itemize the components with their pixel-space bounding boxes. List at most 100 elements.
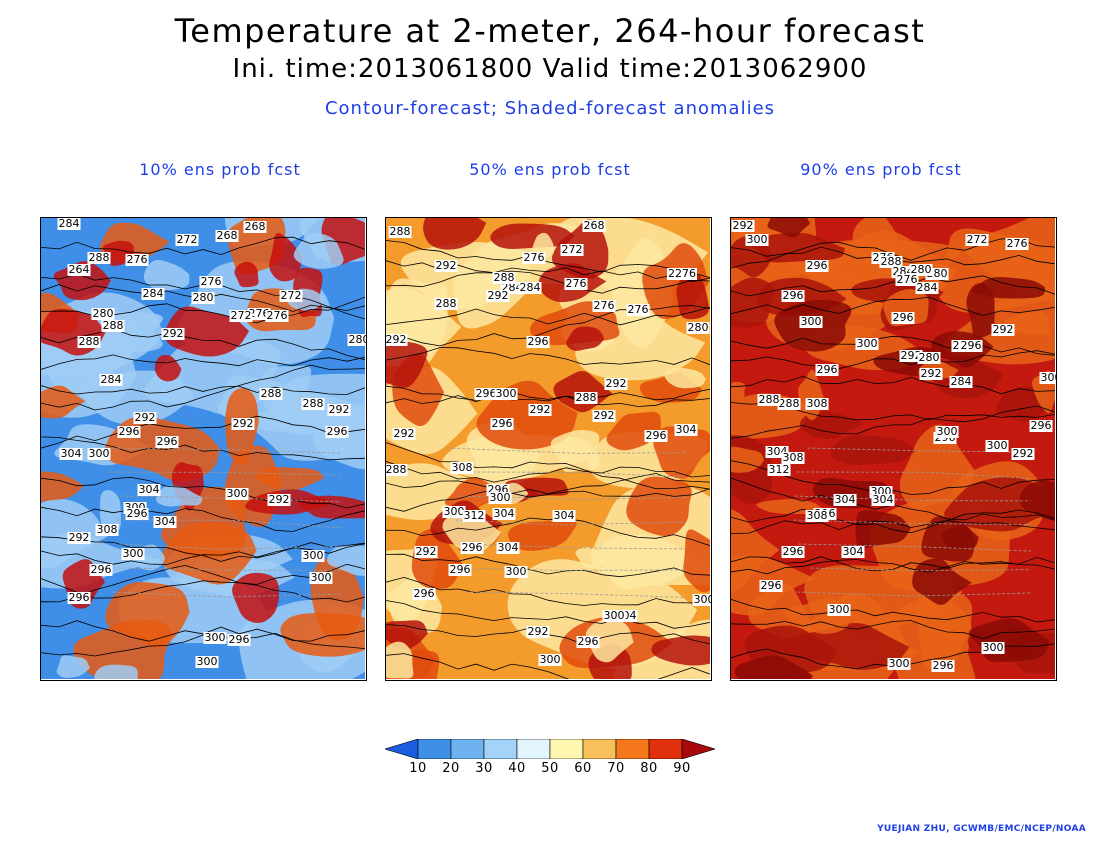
contour-label: 296 [490,417,514,430]
anomaly-patch [164,306,250,357]
contour-label: 300 [225,487,249,500]
contour-label: 288 [879,255,903,268]
contour-label: 296 [125,507,149,520]
temperature-contour [731,275,1055,297]
contour-label: 304 [871,493,895,506]
temperature-contour [386,488,710,512]
contour-label: 280 [686,321,710,334]
contour-label: 276 [125,253,149,266]
temperature-contour [386,306,710,326]
state-border [465,591,687,598]
state-border [810,567,1032,571]
temperature-contour [731,508,1055,534]
anomaly-patch [830,435,916,465]
anomaly-patch [852,218,898,260]
state-border [798,543,1032,552]
contour-label: 292 [67,531,91,544]
state-border [464,567,687,571]
contour-label: 296 [781,545,805,558]
colorbar-swatch [516,739,551,759]
contour-label: 300 [538,653,562,666]
anomaly-patch [550,429,600,473]
contour-label: 312 [462,509,486,522]
temperature-contour [731,556,1055,575]
temperature-contour [731,375,1055,395]
temperature-contour [731,238,1055,269]
contour-label: 296 [526,335,550,348]
contour-label: 296 [412,587,436,600]
contour-label: 296 [117,425,141,438]
contour-label: 276 [1005,237,1029,250]
contour-label: 268 [582,219,606,232]
contour-label: 296 [227,633,251,646]
colorbar-swatch [450,739,485,759]
state-border [797,591,1032,597]
state-border [796,471,1032,480]
contour-label: 288 [434,297,458,310]
anomaly-patch [386,341,428,388]
contour-label: 288 [757,393,781,406]
anomaly-patch [386,463,511,520]
anomaly-patch [280,613,365,657]
contour-label: 2276 [667,267,697,280]
anomaly-patch [327,544,365,576]
temperature-contour [41,415,365,449]
contour-label: 300 [494,387,518,400]
contour-label: 280 [347,334,366,346]
anomaly-patch [1004,310,1051,335]
anomaly-patch [386,641,414,679]
anomaly-patch [585,619,634,663]
contour-label: 276 [199,275,223,288]
contour-label: 292 [327,403,351,416]
contour-label: 272 [175,233,199,246]
contour-label: 272 [965,233,989,246]
temperature-contour [41,364,365,411]
contour-label: 284 [141,287,165,300]
anomaly-patch [232,572,280,624]
contour-label: 284 [949,375,973,388]
contour-label: 284 [57,217,81,230]
contour-label: 296 [931,659,955,672]
anomaly-patch [386,310,432,337]
anomaly-patch [156,485,203,507]
contour-label: 288 [301,397,325,410]
temperature-contour [731,350,1055,370]
contour-label: 272 [560,243,584,256]
contour-label: 304 [833,493,857,506]
temperature-contour [386,347,710,366]
temperature-contour [731,296,1055,316]
contour-label: 276 [895,273,919,286]
contour-label: 300 [195,655,219,668]
anomaly-patch [756,498,822,515]
anomaly-patch [490,223,575,249]
contour-label: 308 [781,451,805,464]
contour-label: 300 [985,439,1009,452]
contour-label: 276 [265,309,289,322]
temperature-contour [386,600,710,629]
contour-label: 288 [87,251,111,264]
contour-label: 280 [91,307,115,320]
anomaly-patch [423,218,487,250]
temperature-contour [41,385,365,395]
contour-label: 276 [626,303,650,316]
temperature-contour [386,391,710,407]
contour-label: 296 [89,563,113,576]
contour-label: 304 [496,541,520,554]
contour-label: 304 [674,423,698,436]
contour-label: 300 [442,505,466,518]
contour-label: 296 [644,429,668,442]
contour-label: 284 [99,373,123,386]
anomaly-patch [676,272,710,320]
contour-label: 292 [528,403,552,416]
contour-label: 296 [959,339,983,352]
contour-label: 276 [564,277,588,290]
colorbar-swatch [681,739,715,759]
contour-label: 296 [325,425,349,438]
anomaly-patch [143,259,190,291]
contour-label: 296 [891,311,915,324]
map-panel-90pct: 2923002762722762962882842802802962762842… [730,217,1057,681]
colorbar-tick-label: 50 [541,761,559,776]
contour-label: 292 [161,327,185,340]
contour-label: 296 [474,387,498,400]
contour-label: 308 [95,523,119,536]
